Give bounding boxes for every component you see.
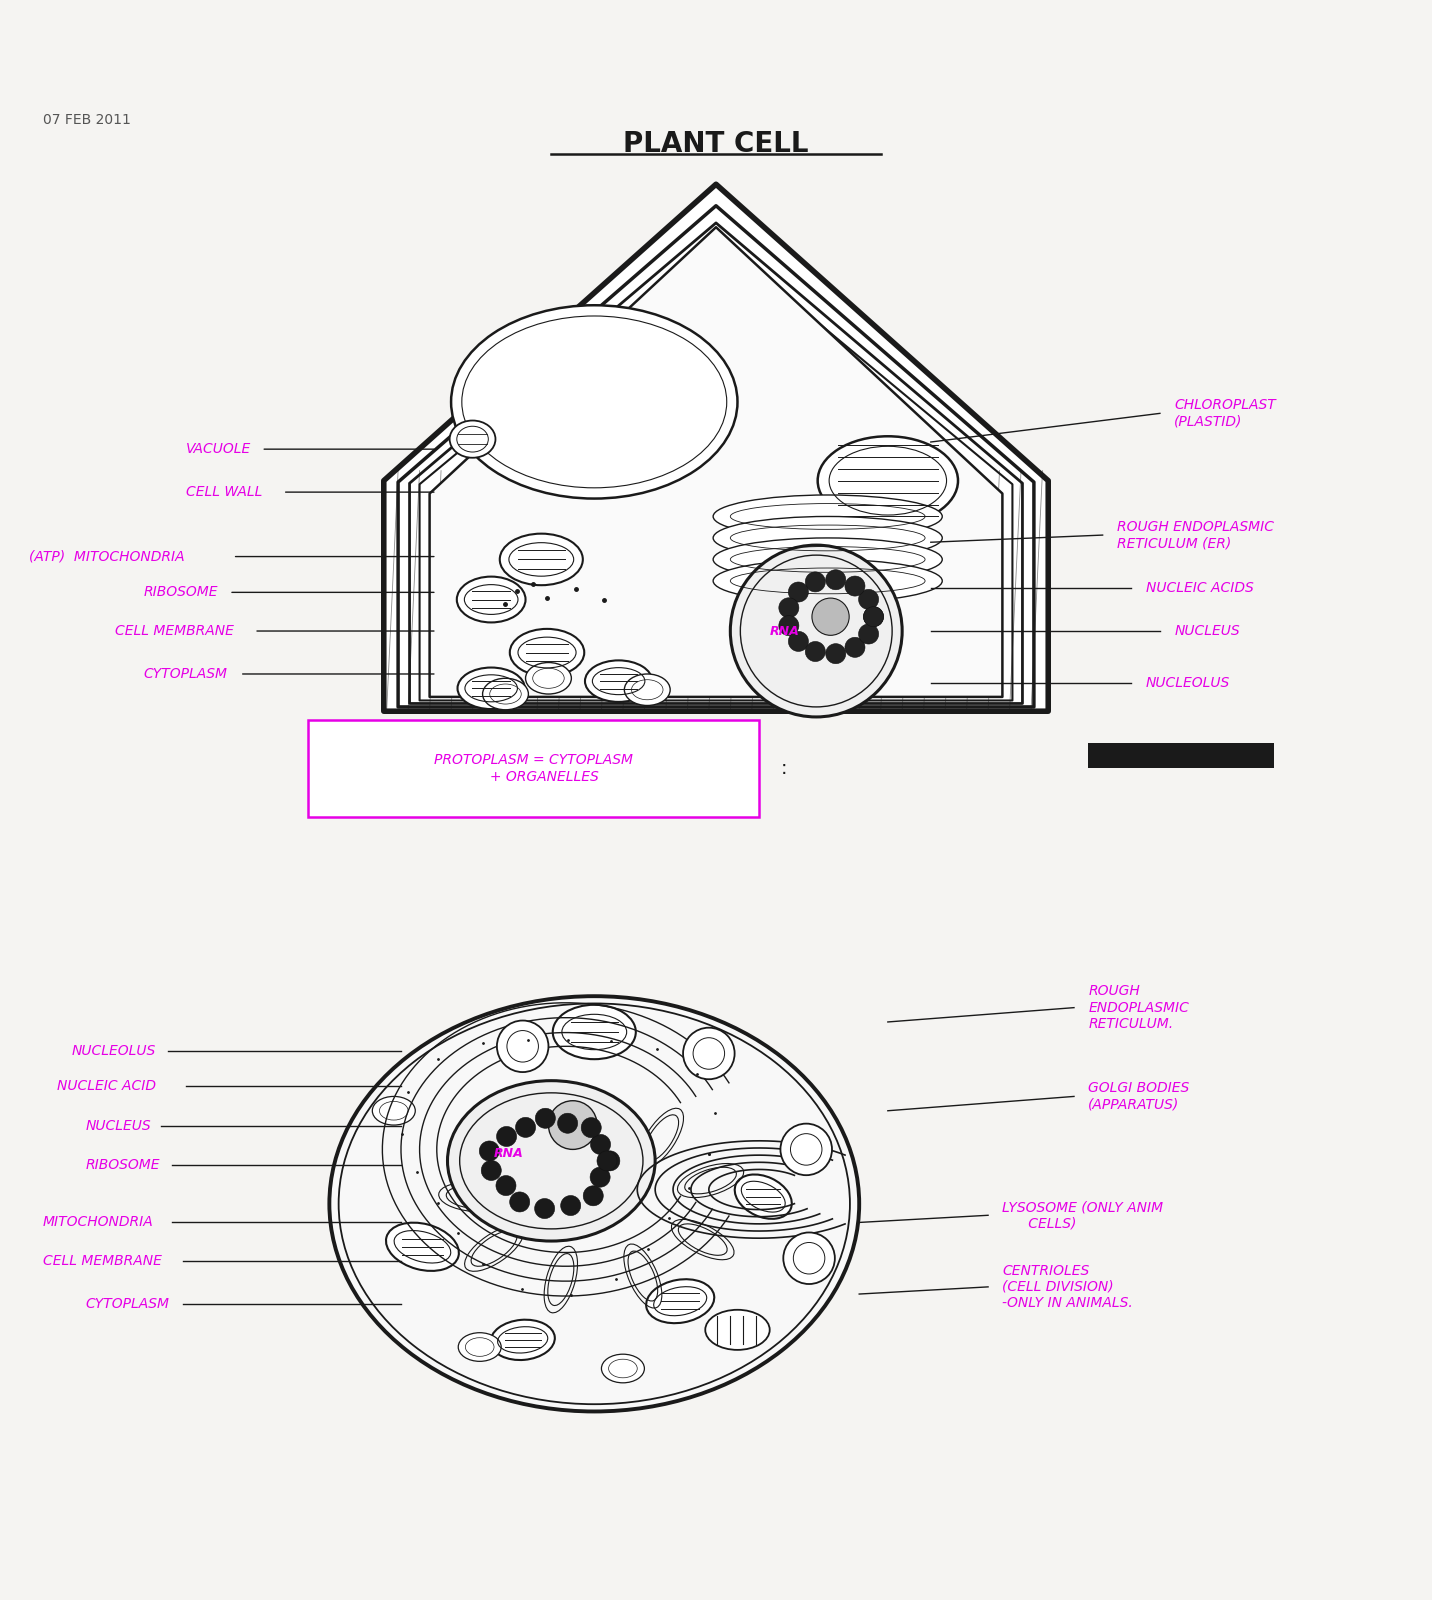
Circle shape	[826, 643, 846, 664]
Circle shape	[789, 632, 809, 651]
Text: NUCLEUS: NUCLEUS	[86, 1120, 152, 1133]
Circle shape	[779, 598, 799, 618]
Ellipse shape	[458, 667, 526, 709]
Text: CELL MEMBRANE: CELL MEMBRANE	[115, 624, 233, 638]
Circle shape	[779, 616, 799, 635]
Ellipse shape	[713, 560, 942, 602]
Ellipse shape	[510, 629, 584, 677]
Text: :: :	[780, 758, 788, 778]
Circle shape	[805, 571, 825, 592]
Text: NUCLEOLUS: NUCLEOLUS	[1146, 675, 1230, 690]
Text: ROUGH ENDOPLASMIC
RETICULUM (ER): ROUGH ENDOPLASMIC RETICULUM (ER)	[1117, 520, 1274, 550]
Circle shape	[497, 1021, 548, 1072]
Text: 07 FEB 2011: 07 FEB 2011	[43, 114, 130, 126]
Ellipse shape	[451, 306, 737, 499]
Ellipse shape	[624, 674, 670, 706]
Ellipse shape	[450, 421, 495, 458]
Bar	[1088, 742, 1274, 768]
Circle shape	[490, 1142, 510, 1163]
Circle shape	[514, 1115, 534, 1136]
Ellipse shape	[713, 494, 942, 538]
Text: RNA: RNA	[494, 1147, 523, 1160]
Circle shape	[600, 1150, 620, 1171]
Ellipse shape	[491, 1320, 554, 1360]
Circle shape	[859, 589, 879, 610]
Text: NUCLEIC ACID: NUCLEIC ACID	[57, 1080, 156, 1093]
Circle shape	[826, 570, 846, 590]
Ellipse shape	[735, 1174, 792, 1219]
Text: NUCLEIC ACIDS: NUCLEIC ACIDS	[1146, 581, 1253, 595]
Circle shape	[780, 1123, 832, 1174]
Circle shape	[548, 1101, 597, 1149]
Text: CELL MEMBRANE: CELL MEMBRANE	[43, 1254, 162, 1269]
Circle shape	[805, 642, 825, 661]
Text: PROTOPLASM = CYTOPLASM
     + ORGANELLES: PROTOPLASM = CYTOPLASM + ORGANELLES	[434, 754, 633, 784]
Ellipse shape	[584, 661, 653, 702]
Circle shape	[561, 1197, 581, 1216]
Circle shape	[557, 1115, 577, 1134]
Text: RIBOSOME: RIBOSOME	[143, 586, 218, 600]
Ellipse shape	[458, 1333, 501, 1362]
Text: MITOCHONDRIA: MITOCHONDRIA	[43, 1216, 153, 1229]
Text: CYTOPLASM: CYTOPLASM	[143, 667, 228, 682]
Circle shape	[584, 1186, 604, 1206]
Circle shape	[845, 576, 865, 597]
Circle shape	[581, 1118, 601, 1138]
Circle shape	[789, 582, 809, 602]
Circle shape	[536, 1112, 556, 1131]
Text: CENTRIOLES
(CELL DIVISION)
-ONLY IN ANIMALS.: CENTRIOLES (CELL DIVISION) -ONLY IN ANIM…	[1002, 1264, 1133, 1310]
Circle shape	[683, 1027, 735, 1080]
Text: GOLGI BODIES
(APPARATUS): GOLGI BODIES (APPARATUS)	[1088, 1082, 1190, 1112]
Text: CHLOROPLAST
(PLASTID): CHLOROPLAST (PLASTID)	[1174, 398, 1276, 429]
Circle shape	[859, 624, 879, 645]
Ellipse shape	[457, 576, 526, 622]
Polygon shape	[430, 227, 1002, 698]
Text: RIBOSOME: RIBOSOME	[86, 1158, 160, 1173]
Ellipse shape	[329, 997, 859, 1411]
Circle shape	[845, 637, 865, 658]
Text: NUCLEUS: NUCLEUS	[1174, 624, 1240, 638]
Text: RNA: RNA	[770, 624, 799, 637]
Circle shape	[730, 546, 902, 717]
Circle shape	[783, 1232, 835, 1285]
Circle shape	[863, 606, 884, 627]
Circle shape	[494, 1125, 514, 1146]
Circle shape	[600, 1150, 620, 1171]
Text: VACUOLE: VACUOLE	[186, 442, 252, 456]
Ellipse shape	[387, 1222, 458, 1270]
Circle shape	[490, 1179, 510, 1198]
Text: LYSOSOME (ONLY ANIM
      CELLS): LYSOSOME (ONLY ANIM CELLS)	[1002, 1200, 1164, 1230]
Ellipse shape	[713, 538, 942, 581]
Ellipse shape	[705, 1310, 770, 1350]
Ellipse shape	[500, 534, 583, 586]
Circle shape	[599, 1131, 619, 1152]
Ellipse shape	[818, 437, 958, 525]
Circle shape	[599, 1170, 619, 1190]
Circle shape	[863, 606, 884, 627]
FancyBboxPatch shape	[308, 720, 759, 818]
Text: PLANT CELL: PLANT CELL	[623, 130, 809, 158]
Circle shape	[491, 1158, 511, 1179]
Text: CELL WALL: CELL WALL	[186, 485, 262, 499]
Circle shape	[536, 1190, 556, 1211]
Ellipse shape	[372, 1096, 415, 1125]
Circle shape	[812, 598, 849, 635]
Text: CYTOPLASM: CYTOPLASM	[86, 1298, 170, 1310]
Ellipse shape	[553, 1005, 636, 1059]
Ellipse shape	[526, 662, 571, 694]
Circle shape	[516, 1184, 536, 1205]
Text: ROUGH
ENDOPLASMIC
RETICULUM.: ROUGH ENDOPLASMIC RETICULUM.	[1088, 984, 1189, 1030]
Text: (ATP)  MITOCHONDRIA: (ATP) MITOCHONDRIA	[29, 549, 185, 563]
Text: NUCLEOLUS: NUCLEOLUS	[72, 1043, 156, 1058]
Polygon shape	[384, 184, 1048, 712]
Ellipse shape	[601, 1354, 644, 1382]
Ellipse shape	[483, 678, 528, 710]
Ellipse shape	[447, 1080, 656, 1242]
Ellipse shape	[646, 1280, 715, 1323]
Ellipse shape	[713, 517, 942, 560]
